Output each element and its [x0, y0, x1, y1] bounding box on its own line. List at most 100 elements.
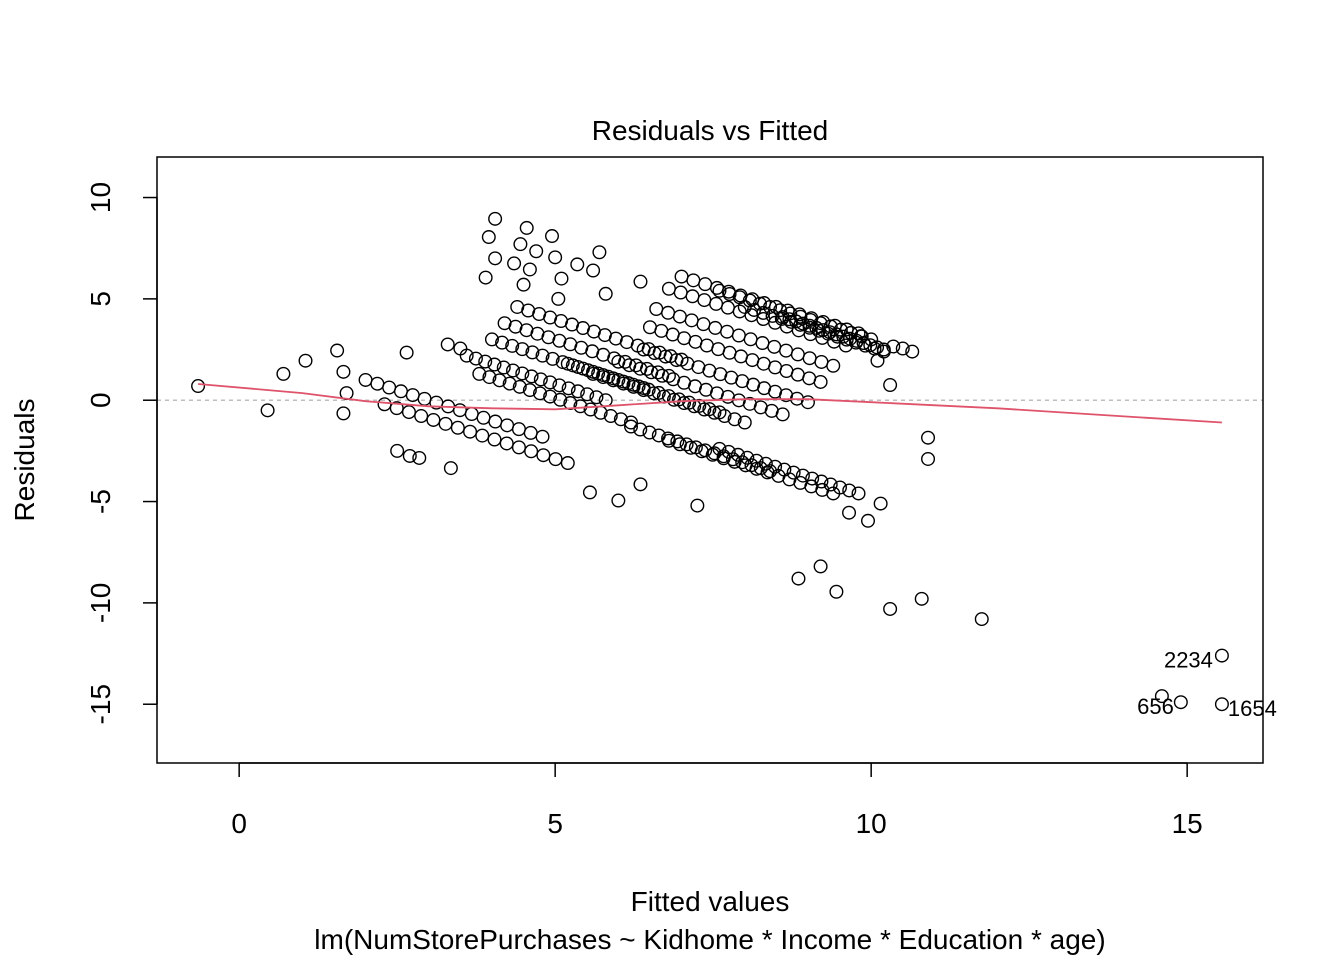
chart-title: Residuals vs Fitted	[592, 115, 829, 146]
y-tick-label: 10	[85, 182, 116, 213]
data-point	[873, 496, 888, 511]
data-point	[377, 397, 392, 412]
data-point	[536, 448, 551, 463]
data-point	[573, 399, 588, 414]
data-point	[914, 591, 929, 606]
data-point	[535, 348, 550, 363]
data-point	[777, 462, 792, 477]
x-tick-label: 15	[1172, 808, 1203, 839]
data-point	[822, 325, 837, 340]
data-point	[443, 461, 458, 476]
data-point	[545, 351, 560, 366]
point-label: 2234	[1164, 648, 1213, 673]
data-point	[402, 448, 417, 463]
data-point	[712, 283, 727, 298]
data-point	[463, 424, 478, 439]
data-point	[496, 360, 511, 375]
data-point	[883, 378, 898, 393]
data-point	[636, 383, 651, 398]
data-point	[560, 456, 575, 471]
data-point	[487, 357, 502, 372]
data-point	[545, 229, 560, 244]
data-point	[583, 402, 598, 417]
data-point	[856, 336, 871, 351]
data-point	[816, 323, 831, 338]
data-point	[707, 405, 722, 420]
data-point	[586, 263, 601, 278]
data-point	[809, 320, 824, 335]
data-point	[805, 471, 820, 486]
data-point	[737, 299, 752, 314]
data-point	[276, 366, 291, 381]
data-point	[478, 270, 493, 285]
data-point	[525, 345, 540, 360]
data-point	[548, 250, 563, 265]
data-point	[829, 327, 844, 342]
data-point	[399, 345, 414, 360]
data-point	[603, 409, 618, 424]
data-point	[563, 396, 578, 411]
data-point	[661, 368, 676, 383]
data-point	[450, 420, 465, 435]
data-point	[666, 392, 681, 407]
data-point	[775, 407, 790, 422]
data-point	[679, 437, 694, 452]
outlier-labels: 2234 656 1654	[1137, 648, 1277, 722]
data-point	[478, 354, 493, 369]
data-point	[260, 403, 275, 418]
data-point	[1214, 697, 1229, 712]
data-point	[823, 477, 838, 492]
data-point	[580, 387, 595, 402]
data-point	[791, 571, 806, 586]
data-point	[624, 415, 639, 430]
data-point	[468, 351, 483, 366]
data-point	[481, 230, 496, 245]
model-formula-subtitle: lm(NumStorePurchases ~ Kidhome * Income …	[314, 924, 1105, 955]
data-point	[515, 342, 530, 357]
data-point	[727, 412, 742, 427]
data-point	[782, 312, 797, 327]
x-tick-label: 5	[547, 808, 563, 839]
data-point	[753, 461, 768, 476]
data-point	[747, 302, 762, 317]
data-point	[560, 356, 575, 371]
data-point	[795, 316, 810, 331]
data-point	[737, 415, 752, 430]
data-point	[414, 409, 429, 424]
data-point	[725, 452, 740, 467]
data-point	[712, 441, 727, 456]
data-point	[438, 416, 453, 431]
data-point	[506, 363, 521, 378]
data-point	[851, 486, 866, 501]
data-point	[883, 601, 898, 616]
data-point	[401, 405, 416, 420]
data-point	[519, 220, 534, 235]
data-point	[330, 343, 345, 358]
data-point	[336, 364, 351, 379]
data-point	[735, 455, 750, 470]
data-point	[482, 370, 497, 385]
data-point	[646, 386, 661, 401]
data-point	[624, 419, 639, 434]
x-tick-label: 0	[231, 808, 247, 839]
data-point	[813, 374, 828, 389]
data-point	[524, 444, 539, 459]
y-axis: -15 -10 -5 0 5 10	[85, 182, 158, 724]
data-point	[756, 305, 771, 320]
y-tick-label: 5	[85, 291, 116, 307]
data-point	[826, 358, 841, 373]
data-point	[1154, 689, 1169, 704]
data-point	[611, 493, 626, 508]
x-tick-label: 10	[856, 808, 887, 839]
x-axis-label: Fitted values	[631, 886, 790, 917]
data-point	[453, 341, 468, 356]
data-point	[861, 513, 876, 528]
data-point	[502, 376, 517, 391]
data-point	[515, 366, 530, 381]
data-point	[426, 412, 441, 427]
y-tick-label: -10	[85, 583, 116, 623]
data-point	[800, 395, 815, 410]
data-point	[570, 257, 585, 272]
data-point	[533, 372, 548, 387]
